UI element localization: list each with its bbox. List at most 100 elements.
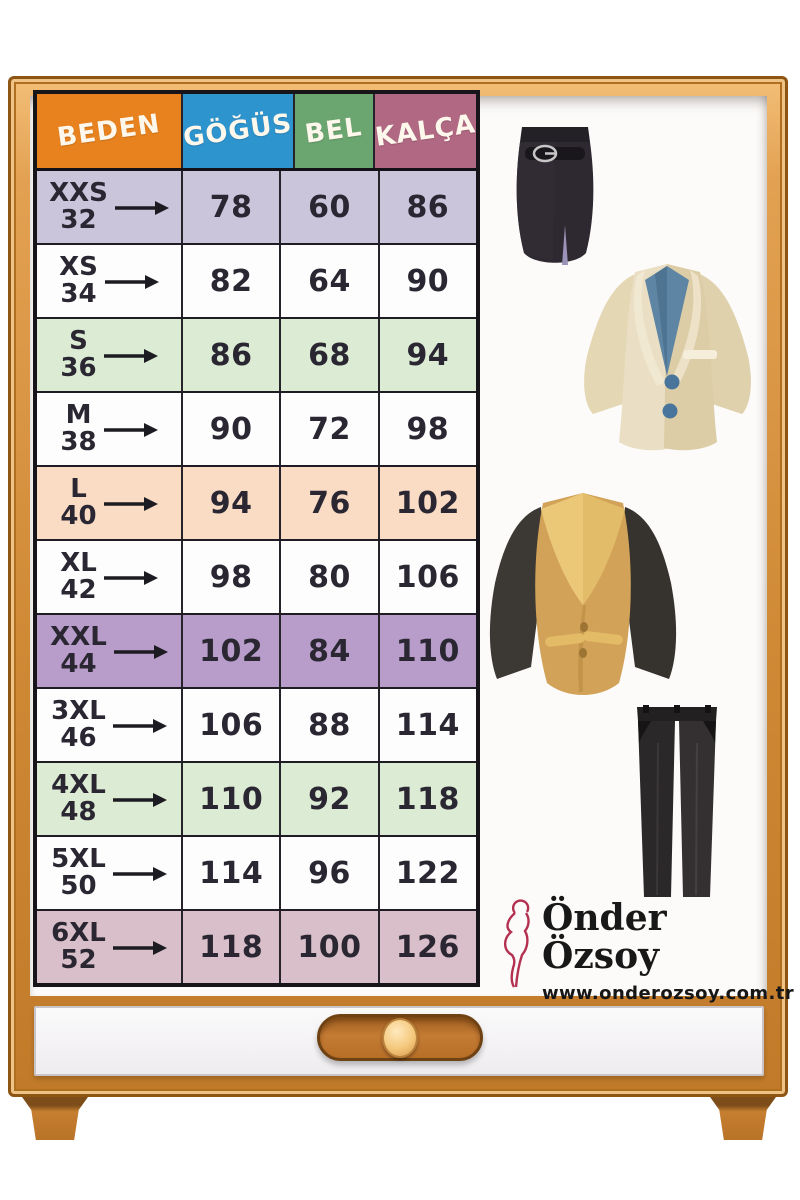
bel-value: 64 xyxy=(281,245,380,317)
bel-value: 96 xyxy=(281,837,380,909)
gogus-value: 86 xyxy=(183,319,282,391)
tan-blazer-illustration xyxy=(489,493,677,695)
size-cell: XS 34 xyxy=(37,245,183,317)
size-cell: L 40 xyxy=(37,467,183,539)
trousers-illustration xyxy=(637,705,717,897)
size-code: XL xyxy=(60,548,97,579)
kalca-value: 86 xyxy=(379,171,476,243)
kalca-value: 118 xyxy=(379,763,476,835)
size-eu-number: 50 xyxy=(60,871,97,901)
arrow-icon xyxy=(103,349,158,363)
gogus-value: 98 xyxy=(183,541,282,613)
kalca-value: 98 xyxy=(379,393,476,465)
kalca-value: 110 xyxy=(379,615,476,687)
gogus-value: 106 xyxy=(183,689,282,761)
arrow-icon xyxy=(103,571,158,585)
table-row: M 38 90 72 98 xyxy=(37,393,476,467)
header-label-bel: BEL xyxy=(303,112,365,150)
drawer-knob-icon xyxy=(382,1018,418,1058)
gogus-value: 118 xyxy=(183,911,282,983)
size-code: XXL xyxy=(50,622,107,653)
size-code: 4XL xyxy=(51,770,106,801)
kalca-value: 122 xyxy=(379,837,476,909)
gogus-value: 90 xyxy=(183,393,282,465)
kalca-value: 102 xyxy=(379,467,476,539)
bel-value: 84 xyxy=(281,615,380,687)
size-code: S xyxy=(69,326,88,357)
size-cell: 5XL 50 xyxy=(37,837,183,909)
size-cell: M 38 xyxy=(37,393,183,465)
table-row: XXS 32 78 60 86 xyxy=(37,171,476,245)
arrow-icon xyxy=(113,645,168,659)
size-code: 3XL xyxy=(51,696,106,727)
header-label-kalca: KALÇA xyxy=(373,109,478,153)
header-label-beden: BEDEN xyxy=(55,108,163,154)
size-cell: XXS 32 xyxy=(37,171,183,243)
gogus-value: 94 xyxy=(183,467,282,539)
size-eu-number: 38 xyxy=(60,427,97,457)
size-cell: XXL 44 xyxy=(37,615,183,687)
arrow-icon xyxy=(112,793,167,807)
arrow-icon xyxy=(103,497,158,511)
gogus-value: 102 xyxy=(183,615,282,687)
cabinet-foot-right xyxy=(710,1097,776,1140)
arrow-icon xyxy=(112,941,167,955)
size-code: 5XL xyxy=(51,844,106,875)
size-cell: XL 42 xyxy=(37,541,183,613)
kalca-value: 106 xyxy=(379,541,476,613)
size-eu-number: 36 xyxy=(60,353,97,383)
size-code: L xyxy=(70,474,87,505)
table-row: L 40 94 76 102 xyxy=(37,467,476,541)
kalca-value: 114 xyxy=(379,689,476,761)
bel-value: 92 xyxy=(281,763,380,835)
table-row: 3XL 46 106 88 114 xyxy=(37,689,476,763)
bel-value: 88 xyxy=(281,689,380,761)
bel-value: 80 xyxy=(281,541,380,613)
brand-name: Önder Özsoy xyxy=(542,897,667,977)
header-cell-gogus: GÖĞÜS xyxy=(181,94,295,168)
header-label-gogus: GÖĞÜS xyxy=(181,108,295,154)
bel-value: 100 xyxy=(281,911,380,983)
gogus-value: 82 xyxy=(183,245,282,317)
size-code: 6XL xyxy=(51,918,106,949)
table-row: 4XL 48 110 92 118 xyxy=(37,763,476,837)
gogus-value: 110 xyxy=(183,763,282,835)
table-header-row: BEDEN GÖĞÜS BEL KALÇA xyxy=(37,94,478,171)
bel-value: 60 xyxy=(281,171,380,243)
header-cell-bel: BEL xyxy=(294,94,375,168)
size-code: M xyxy=(65,400,92,431)
size-cell: 4XL 48 xyxy=(37,763,183,835)
cabinet-foot-left xyxy=(22,1097,88,1140)
kalca-value: 90 xyxy=(379,245,476,317)
size-eu-number: 52 xyxy=(60,945,97,975)
size-eu-number: 40 xyxy=(60,501,97,531)
cream-blazer-illustration xyxy=(584,264,751,451)
size-eu-number: 32 xyxy=(60,205,97,235)
arrow-icon xyxy=(104,275,159,289)
table-row: XS 34 82 64 90 xyxy=(37,245,476,319)
gogus-value: 114 xyxy=(183,837,282,909)
table-row: XL 42 98 80 106 xyxy=(37,541,476,615)
woman-silhouette-icon xyxy=(503,899,530,988)
skirt-illustration xyxy=(516,127,594,265)
table-row: S 36 86 68 94 xyxy=(37,319,476,393)
bel-value: 76 xyxy=(281,467,380,539)
kalca-value: 126 xyxy=(379,911,476,983)
kalca-value: 94 xyxy=(379,319,476,391)
size-cell: S 36 xyxy=(37,319,183,391)
table-row: XXL 44 102 84 110 xyxy=(37,615,476,689)
arrow-icon xyxy=(103,423,158,437)
size-code: XXS xyxy=(49,178,108,209)
bel-value: 72 xyxy=(281,393,380,465)
size-eu-number: 46 xyxy=(60,723,97,753)
gogus-value: 78 xyxy=(183,171,282,243)
arrow-icon xyxy=(112,719,167,733)
header-cell-beden: BEDEN xyxy=(37,94,183,168)
size-code: XS xyxy=(59,252,98,283)
arrow-icon xyxy=(112,867,167,881)
header-cell-kalca: KALÇA xyxy=(373,94,478,168)
bel-value: 68 xyxy=(281,319,380,391)
arrow-icon xyxy=(114,201,169,215)
size-cell: 6XL 52 xyxy=(37,911,183,983)
size-table: BEDEN GÖĞÜS BEL KALÇA XXS 32 78 60 86 XS 3… xyxy=(33,90,480,987)
